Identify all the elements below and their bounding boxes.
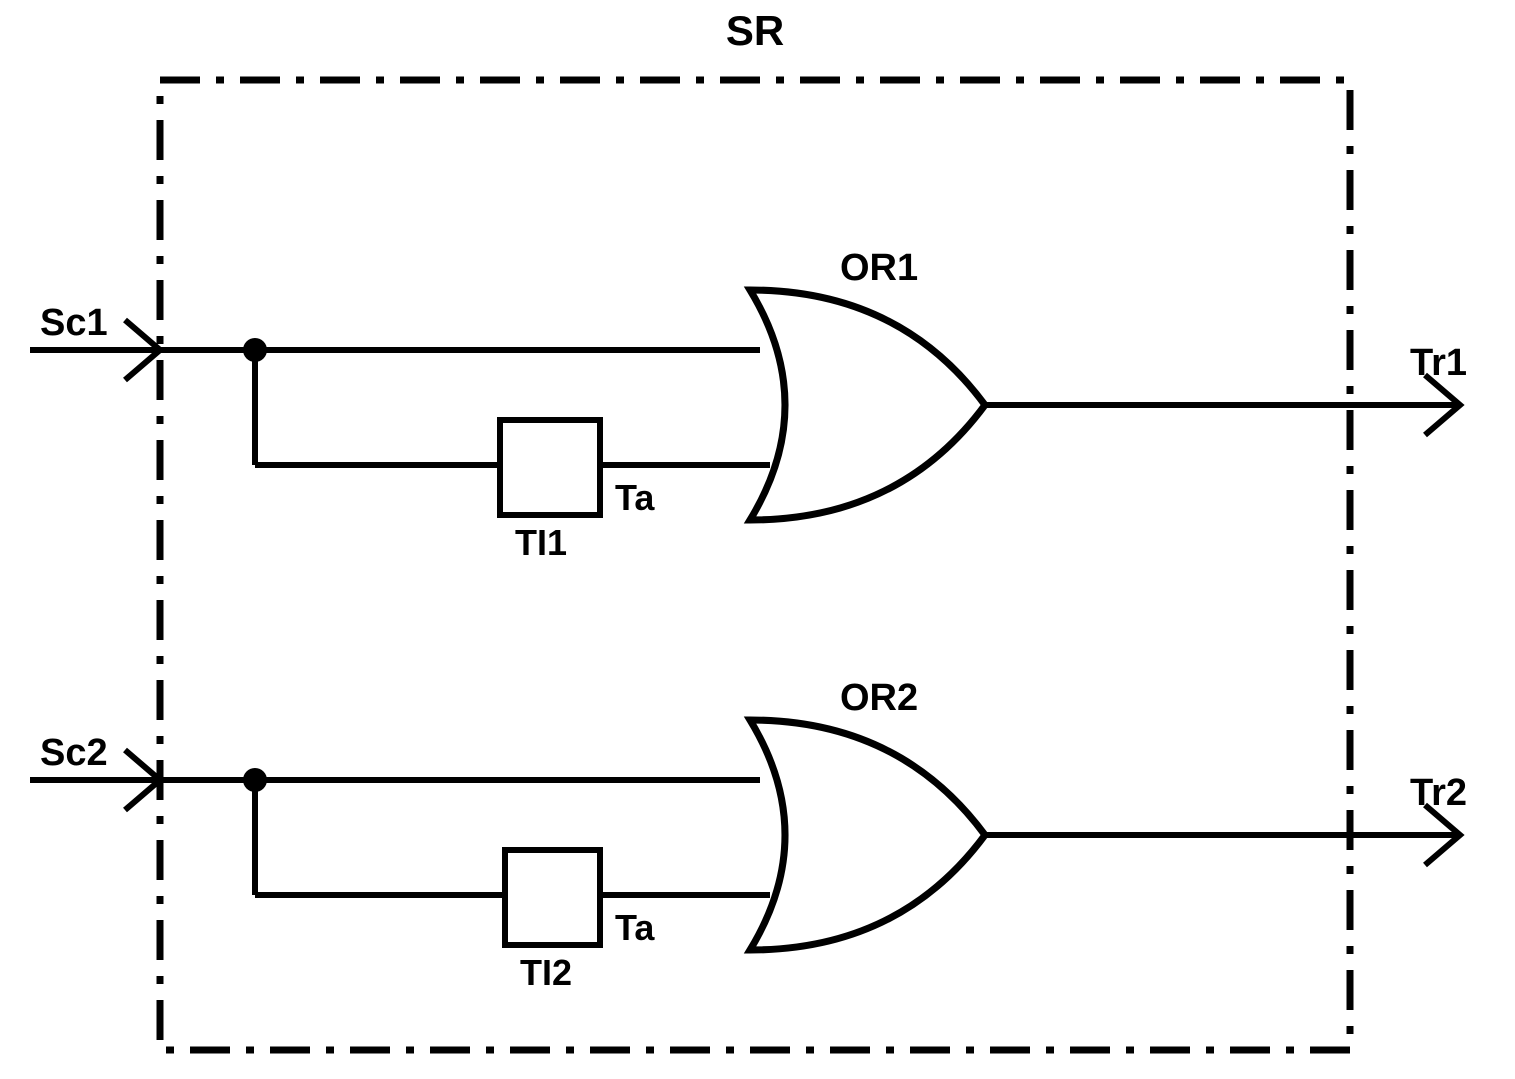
boundary-label: SR <box>726 7 784 54</box>
timer-1 <box>500 420 600 515</box>
output-label-1: Tr1 <box>1410 342 1467 384</box>
timer-label-2: TI2 <box>520 952 572 993</box>
output-label-2: Tr2 <box>1410 772 1467 814</box>
circuit-diagram: SR Sc1 Tr1 OR1 TI1 Ta <box>0 0 1515 1079</box>
timer-label-1: TI1 <box>515 522 567 563</box>
or-gate-2 <box>750 720 985 950</box>
channel-2: Sc2 Tr2 OR2 TI2 Ta <box>30 677 1467 993</box>
gate-label-2: OR2 <box>840 677 918 719</box>
boundary-box <box>160 80 1350 1050</box>
input-label-1: Sc1 <box>40 302 108 344</box>
or-gate-1 <box>750 290 985 520</box>
input-label-2: Sc2 <box>40 732 108 774</box>
timer-out-label-1: Ta <box>615 477 655 518</box>
timer-out-label-2: Ta <box>615 907 655 948</box>
timer-2 <box>505 850 600 945</box>
gate-label-1: OR1 <box>840 247 918 289</box>
channel-1: Sc1 Tr1 OR1 TI1 Ta <box>30 247 1467 563</box>
